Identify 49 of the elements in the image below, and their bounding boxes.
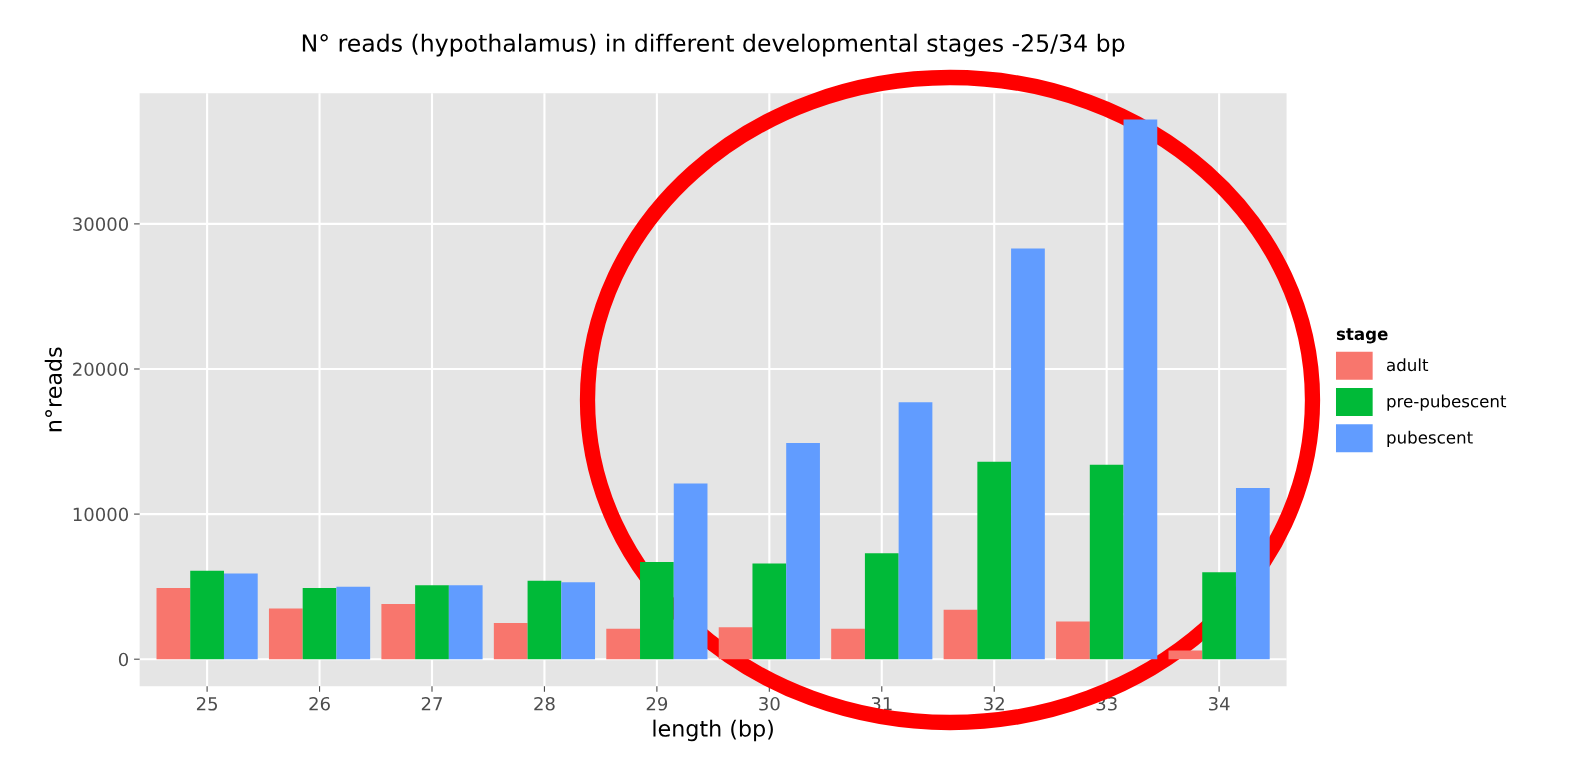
bar [1202,572,1236,660]
bar [1056,621,1090,660]
bar [640,561,674,660]
x-tick-label: 28 [534,696,555,711]
chart-title: N° reads (hypothalamus) in different developmental stages -25/34 bp [302,33,1125,57]
bar [561,582,596,660]
legend-title: stage [1336,328,1388,344]
bar [977,461,1012,660]
x-axis-title: length (bp) [653,719,773,742]
x-tick-label: 27 [421,696,442,711]
y-tick-label: 10000 [73,507,129,522]
bar [752,563,787,660]
bar [268,608,303,660]
bar [864,553,899,660]
y-tick-label: 30000 [73,217,129,231]
bar [381,604,416,660]
x-tick-label: 30 [759,696,780,711]
bar [898,402,933,660]
bar [718,627,753,660]
y-tick-label: 0 [118,652,129,667]
bar [156,588,191,660]
bar [1235,487,1270,660]
bar [527,580,562,660]
bar [223,573,258,660]
bar [606,628,641,660]
bar [786,442,820,660]
bar [1123,119,1158,660]
bar [1168,650,1203,660]
y-tick-label: 20000 [73,362,129,377]
bar [493,622,528,660]
bar [302,588,337,660]
legend-label: adult [1386,358,1429,372]
x-tick-label: 29 [646,696,668,711]
x-tick-label: 26 [309,696,330,711]
bar [1011,248,1045,660]
x-tick-label: 34 [1209,696,1230,711]
bar [831,628,865,660]
bar [448,585,483,660]
legend-label: pubescent [1387,430,1473,447]
bar [415,585,449,660]
legend-label: pre-pubescent [1387,394,1507,411]
bar [673,483,708,660]
x-tick-label: 32 [984,696,1004,711]
y-axis-title: n°reads [44,347,62,432]
bar [190,570,224,660]
x-tick-label: 25 [196,696,218,711]
bar [943,609,978,660]
bar [336,586,371,660]
bar [1089,464,1124,660]
